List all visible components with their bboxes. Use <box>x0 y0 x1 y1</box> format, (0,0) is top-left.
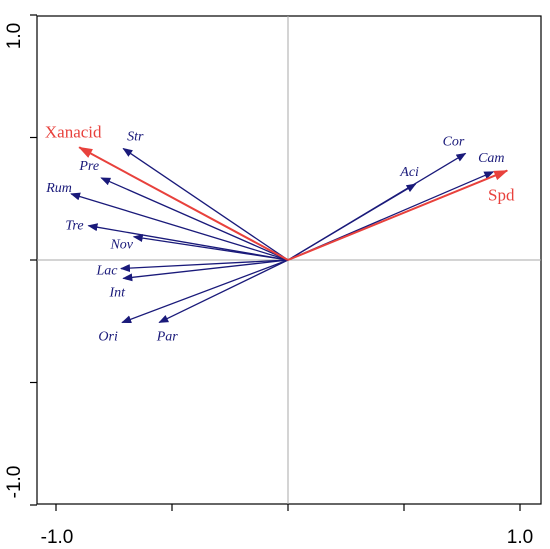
species-label-par: Par <box>156 329 179 344</box>
species-label-rum: Rum <box>45 181 72 196</box>
env-label-xanacid: Xanacid <box>45 122 102 141</box>
env-arrow-xanacid <box>78 146 289 261</box>
species-label-aci: Aci <box>399 165 419 180</box>
species-arrow-ori <box>121 259 289 324</box>
y-tick-label-max: 1.0 <box>4 23 25 49</box>
y-tick-label-min: -1.0 <box>4 466 25 499</box>
species-label-ori: Ori <box>98 329 118 344</box>
species-labels: Str Pre Rum Tre Nov Lac Int Ori Par Aci Cor Cam <box>45 130 504 345</box>
species-label-cam: Cam <box>478 151 504 166</box>
species-arrow-int <box>122 259 289 282</box>
species-arrow-str <box>122 147 289 261</box>
x-tick-label-min: -1.0 <box>41 527 74 548</box>
species-arrows <box>70 147 495 324</box>
environment-labels: Xanacid Spd <box>45 122 515 204</box>
species-label-int: Int <box>108 285 126 300</box>
species-label-nov: Nov <box>109 238 133 253</box>
species-arrow-cor <box>287 152 467 261</box>
x-axis-ticks <box>55 504 521 511</box>
species-label-cor: Cor <box>443 134 465 149</box>
species-arrow-lac <box>119 259 289 273</box>
species-arrow-pre <box>100 177 289 261</box>
species-arrow-par <box>158 259 289 324</box>
species-arrow-nov <box>132 234 289 261</box>
species-label-tre: Tre <box>65 219 83 234</box>
environment-arrows <box>78 146 509 261</box>
species-label-lac: Lac <box>95 264 118 279</box>
species-arrow-tre <box>87 223 289 261</box>
species-arrow-rum <box>70 192 289 261</box>
y-axis-ticks <box>30 14 37 506</box>
species-label-pre: Pre <box>78 159 99 174</box>
species-label-str: Str <box>127 130 144 145</box>
env-arrow-spd <box>287 169 509 261</box>
env-label-spd: Spd <box>488 186 515 205</box>
x-tick-label-max: 1.0 <box>507 527 533 548</box>
